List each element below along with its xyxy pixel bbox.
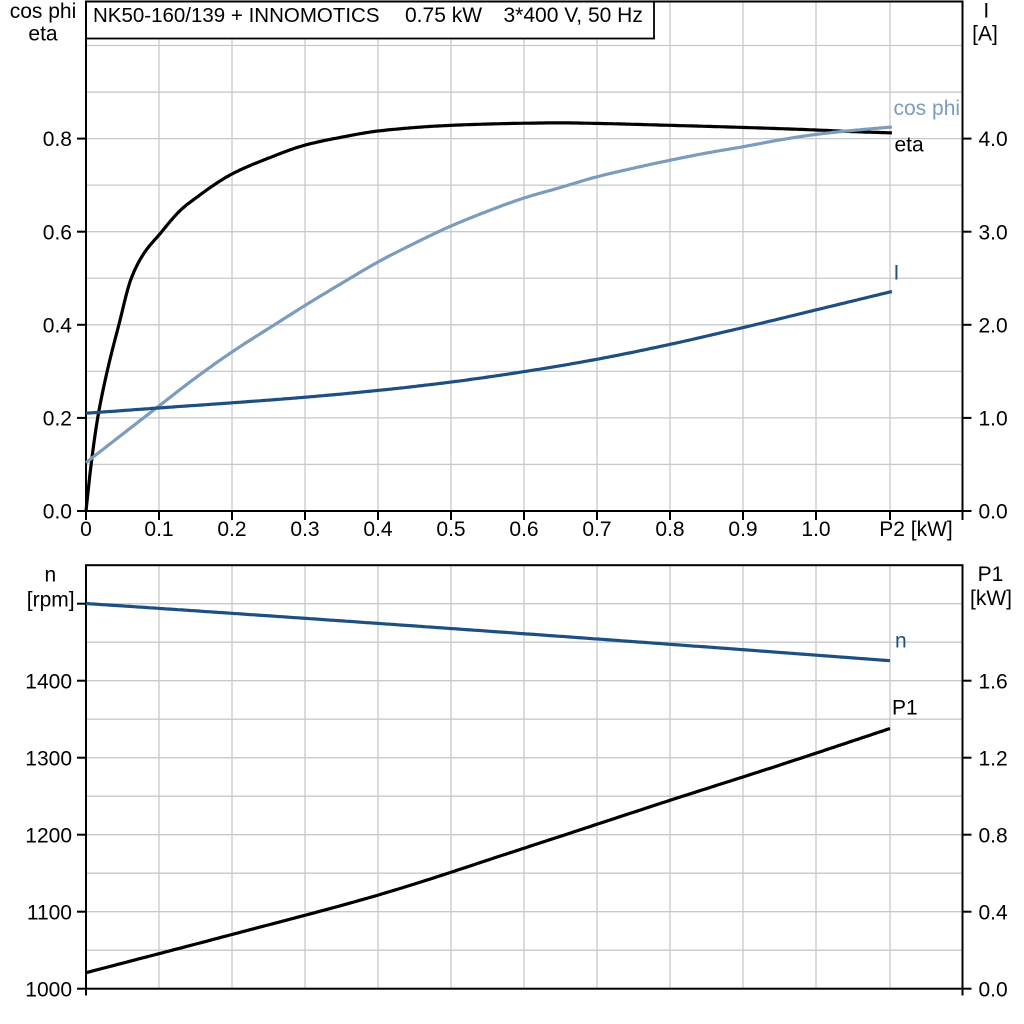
- svg-text:n: n: [44, 564, 56, 587]
- svg-text:0.9: 0.9: [728, 518, 757, 541]
- svg-text:0.4: 0.4: [979, 901, 1009, 924]
- svg-text:I: I: [894, 262, 900, 285]
- svg-text:0.75 kW: 0.75 kW: [405, 4, 482, 27]
- svg-text:eta: eta: [895, 133, 925, 156]
- svg-text:0.1: 0.1: [144, 518, 173, 541]
- svg-text:[rpm]: [rpm]: [27, 589, 75, 612]
- svg-text:I: I: [983, 0, 989, 23]
- svg-text:1.0: 1.0: [801, 518, 830, 541]
- svg-text:1.0: 1.0: [979, 408, 1008, 431]
- svg-text:0.4: 0.4: [43, 314, 73, 337]
- svg-text:3.0: 3.0: [979, 221, 1008, 244]
- svg-text:1.2: 1.2: [979, 747, 1008, 770]
- svg-text:1200: 1200: [25, 824, 72, 847]
- svg-text:1400: 1400: [25, 670, 72, 693]
- svg-text:0.6: 0.6: [509, 518, 538, 541]
- svg-text:[A]: [A]: [972, 23, 998, 46]
- svg-text:1.6: 1.6: [979, 670, 1008, 693]
- svg-text:n: n: [895, 630, 907, 653]
- svg-text:0.3: 0.3: [290, 518, 319, 541]
- svg-text:3*400 V, 50 Hz: 3*400 V, 50 Hz: [504, 4, 643, 27]
- svg-text:0.8: 0.8: [655, 518, 684, 541]
- svg-text:0.4: 0.4: [363, 518, 393, 541]
- svg-text:eta: eta: [28, 22, 58, 45]
- svg-text:0.8: 0.8: [43, 128, 72, 151]
- svg-text:NK50-160/139 + INNOMOTICS: NK50-160/139 + INNOMOTICS: [93, 4, 380, 27]
- svg-text:cos phi: cos phi: [10, 0, 77, 23]
- svg-text:0.0: 0.0: [43, 501, 72, 524]
- svg-text:0.6: 0.6: [43, 221, 72, 244]
- svg-text:0.0: 0.0: [979, 501, 1008, 524]
- svg-text:[kW]: [kW]: [970, 587, 1012, 610]
- svg-text:P1: P1: [978, 563, 1004, 586]
- svg-text:0.0: 0.0: [979, 978, 1008, 1001]
- svg-text:0.8: 0.8: [979, 824, 1008, 847]
- svg-text:1100: 1100: [27, 901, 72, 924]
- svg-text:0: 0: [80, 518, 92, 541]
- svg-text:2.0: 2.0: [979, 314, 1008, 337]
- svg-text:P1: P1: [892, 697, 918, 720]
- svg-text:4.0: 4.0: [979, 128, 1008, 151]
- svg-text:cos phi: cos phi: [894, 97, 961, 120]
- svg-text:P2 [kW]: P2 [kW]: [879, 518, 953, 541]
- svg-text:1000: 1000: [25, 978, 72, 1001]
- svg-text:0.2: 0.2: [217, 518, 246, 541]
- svg-text:0.2: 0.2: [43, 408, 72, 431]
- svg-text:0.7: 0.7: [582, 518, 611, 541]
- svg-text:0.5: 0.5: [436, 518, 465, 541]
- svg-text:1300: 1300: [25, 747, 72, 770]
